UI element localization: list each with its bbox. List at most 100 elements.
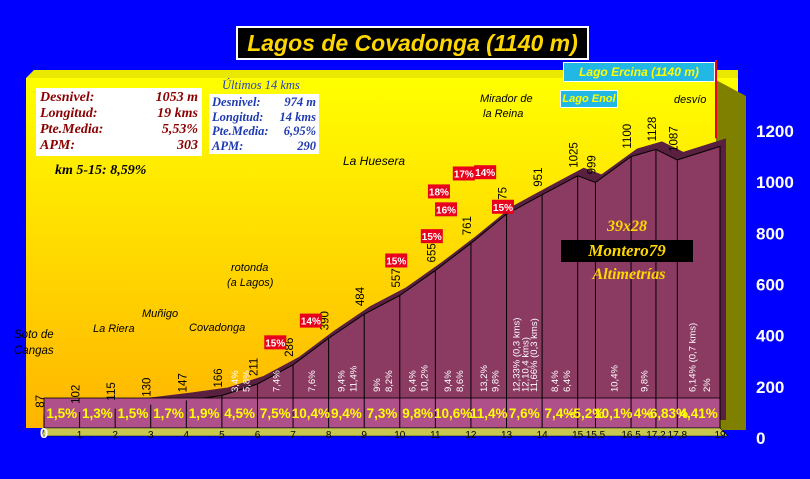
altitude-label: 115 [106,382,118,400]
altitude-label: 130 [142,378,154,397]
segment-gradient-label: 7,6% [509,406,540,421]
last-14km-stats-box: Desnivel: 974 m Longitud: 14 kms Pte.Media… [209,94,319,154]
steep-badge-label: 15% [265,338,285,349]
segment-gradient-label: 11,4% [470,406,508,421]
segment-gradient-label: 1,5% [46,406,77,421]
stat-value: 290 [297,138,316,153]
stat-label: APM: [40,138,75,153]
stat-label: Pte.Media: [212,124,269,138]
x-tick-label: 0 [40,425,48,442]
x-tick-label: 16,5 [621,430,641,441]
chart-floor [41,427,729,437]
x-tick-label: 13 [501,430,513,441]
stat-value: 1053 m [155,90,198,105]
stat-value: 303 [177,138,198,153]
stat-label: Longitud: [40,106,98,121]
stat-label: Desnivel: [40,90,95,105]
sub-segment-gradient-label: 10,2% [420,365,431,392]
stat-label: Longitud: [212,109,264,124]
stat-label: APM: [212,138,244,153]
altitude-label: 147 [177,373,189,392]
sub-segment-gradient-label: 9,8% [640,370,651,392]
steep-badge: 18% [427,184,450,199]
sub-segment-gradient-label: 6,4% [408,370,419,392]
y-tick-label: 1200 [756,122,794,141]
segment-gradient-label: 10,6% [434,406,472,421]
sub-segment-gradient-label: 2% [702,378,713,392]
x-tick-label: 11 [430,430,441,441]
altitude-label: 286 [284,338,296,357]
x-tick-label: 17,8 [668,430,688,441]
segment-gradient-label: 7,3% [367,406,398,421]
place-a-lagos: (a Lagos) [227,277,274,289]
altitude-label: 999 [586,155,598,174]
place-desvio: desvío [674,94,707,106]
place-covadonga: Covadonga [189,322,246,334]
steep-badge-bg [435,202,458,217]
last-14km-title: Últimos 14 kms [222,78,300,92]
x-tick-label: 12 [465,430,477,441]
stat-value: 974 m [284,95,316,109]
steep-badge: 15% [385,253,408,268]
steep-badge: 15% [264,335,287,350]
altitude-label: 166 [213,368,225,387]
segment-gradient-label: 7,5% [260,406,291,421]
x-tick-label: 17,2 [646,430,666,441]
steep-badge-bg [385,253,408,268]
sub-segment-gradient-label: 11,66% (0,3 kms) [529,318,540,392]
steep-badge: 15% [420,229,443,244]
steep-badge-label: 17% [454,169,474,180]
place-soto: Soto de [14,329,54,341]
total-stats-box: Desnivel: 1053 m Longitud: 19 kms Pte.Medi… [36,88,202,156]
segment-gradient-label: 1,5% [118,406,149,421]
y-tick-label: 800 [756,224,784,243]
place-mirador-2: la Reina [483,108,524,120]
x-tick-label: 4 [184,430,190,441]
sub-segment-gradient-label: 9% [372,378,383,392]
x-tick-label: 8 [326,430,332,441]
stat-value: 14 kms [279,109,316,124]
segment-gradient-label: 4,41% [680,406,718,421]
segment-gradient-label: 1,9% [189,406,220,421]
altitude-label: 1087 [668,126,680,152]
sub-segment-gradient-label: 6,4% [562,370,573,392]
stat-value: 6,95% [283,124,316,138]
steep-badge-bg [427,184,450,199]
stat-value: 19 kms [157,106,198,121]
place-la-huesera: La Huesera [343,154,406,168]
altitude-label: 87 [35,395,47,408]
altitude-label: 484 [355,286,367,306]
steep-badge-bg [264,335,287,350]
altitude-label: 1128 [647,117,659,142]
steep-badge: 16% [435,202,458,217]
segment-gradient-label: 4% [634,406,654,421]
steep-badge-label: 15% [422,232,442,243]
place-rotonda: rotonda [231,262,269,274]
y-tick-label: 400 [756,327,784,346]
sub-segment-gradient-label: 12,33% (0,3 kms) [511,318,522,392]
place-mirador-1: Mirador de [480,93,533,105]
segment-gradient-label: 1,7% [153,406,184,421]
x-tick-label: 15 [572,430,584,441]
altitude-label: 211 [248,358,260,376]
altitude-label: 1100 [622,124,634,149]
credit-author: Montero79 [561,240,693,262]
sub-segment-gradient-label: 11,4% [348,365,359,392]
lago-enol-label: Lago Enol [560,90,618,108]
stat-label: Pte.Media: [40,122,104,137]
altitude-label: 390 [320,311,332,330]
page-title: Lagos de Covadonga (1140 m) [236,26,589,60]
y-tick-label: 600 [756,276,784,295]
sub-segment-gradient-label: 8,4% [550,370,561,392]
steep-badge-bg [474,165,497,180]
steep-badge-label: 14% [475,168,495,179]
segment-gradient-label: -5,2% [569,406,604,421]
altitude-label: 557 [391,268,403,287]
sub-segment-gradient-label: 6,14% (0,7 kms) [688,323,699,392]
sub-segment-gradient-label: 10,4% [609,365,620,392]
segment-gradient-label: 9,8% [402,406,433,421]
segment-gradient-label: -6,83% [645,406,688,421]
sub-segment-gradient-label: 8,6% [455,370,466,392]
km-5-15-note: km 5-15: 8,59% [55,163,147,178]
sub-segment-gradient-label: 3,4% [230,370,241,392]
